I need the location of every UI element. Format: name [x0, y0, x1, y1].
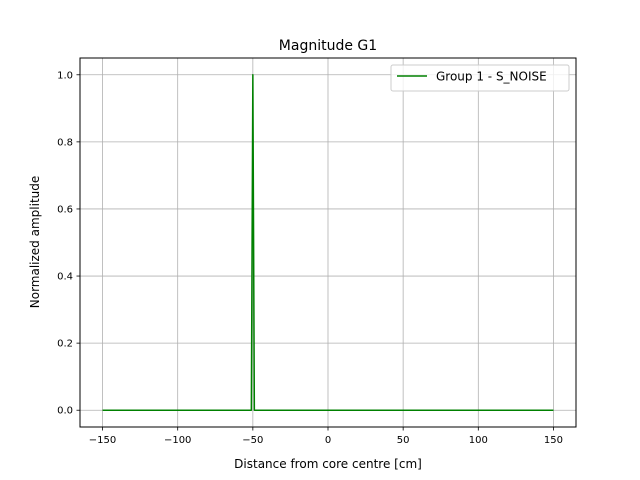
y-tick-label: 0.6: [57, 204, 73, 215]
legend-box: [390, 64, 570, 92]
y-tick-label: 1.0: [57, 70, 73, 81]
y-tick-label: 0.0: [57, 406, 73, 417]
x-tick-label: 100: [469, 435, 488, 446]
y-tick-label: 0.4: [57, 272, 73, 283]
x-axis-label: Distance from core centre [cm]: [234, 457, 422, 471]
x-tick-label: −50: [242, 435, 263, 446]
y-tick-label: 0.8: [57, 137, 73, 148]
x-tick-label: −150: [89, 435, 116, 446]
x-tick-label: 150: [544, 435, 563, 446]
y-axis-label: Normalized amplitude: [28, 176, 42, 309]
legend: Group 1 - S_NOISE: [390, 64, 570, 92]
series-layer: [102, 74, 554, 411]
y-tick-label: 0.2: [57, 339, 73, 350]
legend-label: Group 1 - S_NOISE: [436, 70, 547, 84]
grid: [80, 58, 576, 427]
x-tick-label: 0: [325, 435, 331, 446]
series-line: [102, 74, 554, 411]
x-tick-label: 50: [397, 435, 410, 446]
y-axis: 0.0 0.2 0.4 0.6 0.8 1.0: [57, 70, 80, 417]
chart-title: Magnitude G1: [279, 38, 377, 54]
x-tick-label: −100: [164, 435, 191, 446]
x-axis: −150 −100 −50 0 50 100 150: [89, 427, 563, 446]
